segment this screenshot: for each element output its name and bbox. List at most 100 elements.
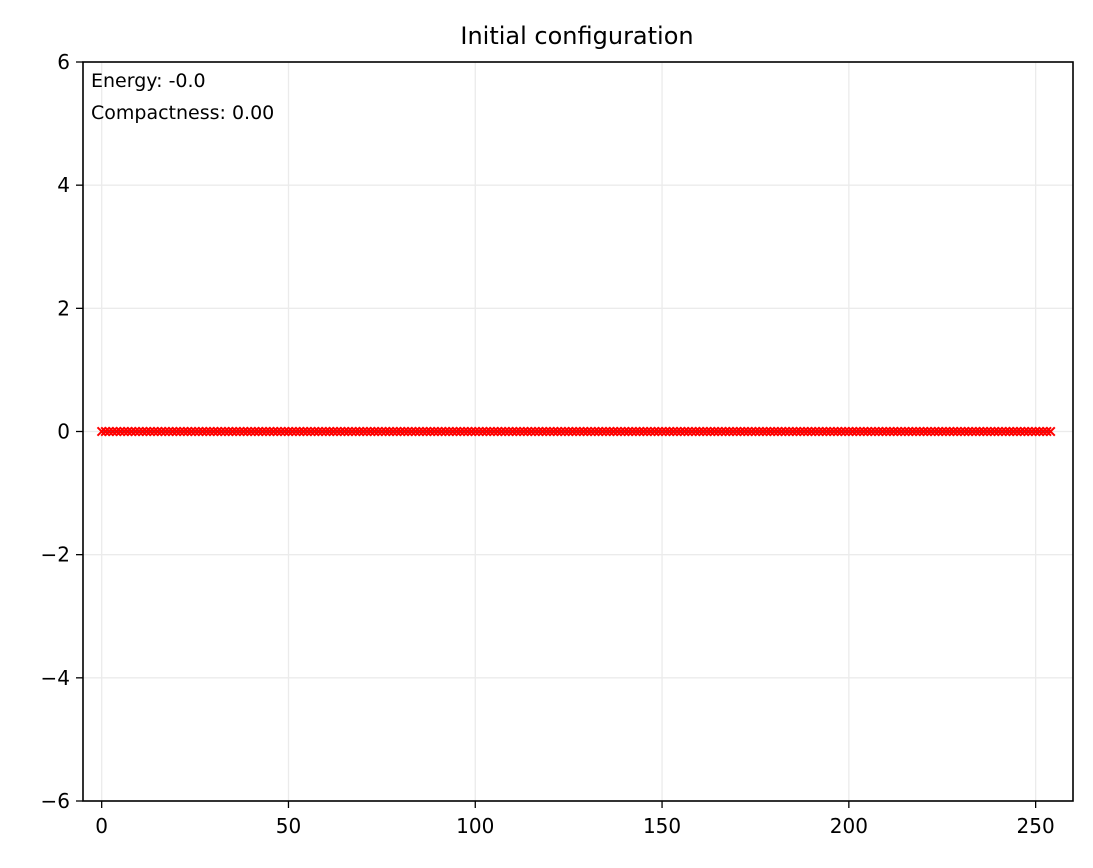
compactness-annotation: Compactness: 0.00 — [91, 102, 274, 124]
data-point-marker — [149, 426, 159, 437]
data-point-marker — [608, 426, 619, 437]
data-point-marker — [403, 426, 413, 437]
data-point-marker — [249, 426, 260, 437]
data-point-marker — [944, 426, 955, 437]
data-point-marker — [918, 426, 929, 437]
data-point-marker — [698, 426, 709, 437]
data-point-marker — [350, 426, 361, 437]
data-point-marker — [429, 426, 440, 437]
data-point-marker — [1008, 426, 1019, 437]
data-point-marker — [451, 426, 462, 437]
data-point-marker — [264, 426, 275, 437]
data-point-marker — [941, 426, 951, 437]
data-point-marker — [507, 426, 518, 437]
data-point-marker — [332, 426, 342, 437]
data-point-marker — [802, 426, 813, 437]
data-point-marker — [851, 426, 862, 437]
data-point-marker — [294, 426, 305, 437]
y-tick-label: −4 — [41, 666, 70, 690]
data-point-marker — [193, 426, 204, 437]
data-point-marker — [623, 426, 634, 437]
data-point-marker — [567, 426, 578, 437]
data-point-marker — [937, 426, 948, 437]
data-point-marker — [683, 426, 694, 437]
data-point-marker — [787, 426, 798, 437]
data-point-marker — [653, 426, 664, 437]
data-point-marker — [324, 426, 335, 437]
data-point-marker — [533, 426, 544, 437]
data-point-marker — [313, 426, 324, 437]
data-point-marker — [847, 426, 858, 437]
data-point-marker — [956, 426, 966, 437]
data-point-marker — [1019, 426, 1030, 437]
data-point-marker — [1015, 426, 1026, 437]
data-point-marker — [892, 426, 903, 437]
data-point-marker — [993, 426, 1004, 437]
data-point-marker — [160, 426, 171, 437]
data-point-marker — [406, 426, 417, 437]
data-point-marker — [1034, 426, 1045, 437]
data-point-marker — [253, 426, 264, 437]
data-point-marker — [421, 426, 432, 437]
data-point-marker — [862, 426, 873, 437]
data-point-marker — [687, 426, 697, 437]
y-tick-label: 2 — [57, 296, 70, 320]
y-tick-label: 0 — [57, 420, 70, 444]
data-point-marker — [959, 426, 970, 437]
data-point-marker — [410, 426, 421, 437]
data-point-marker — [672, 426, 682, 437]
data-point-marker — [272, 426, 283, 437]
data-point-marker — [985, 426, 996, 437]
data-point-marker — [279, 426, 290, 437]
data-point-marker — [858, 426, 869, 437]
data-point-marker — [205, 426, 215, 437]
data-point-marker — [724, 426, 735, 437]
data-point-marker — [888, 426, 899, 437]
data-point-marker — [455, 426, 466, 437]
data-point-marker — [799, 426, 809, 437]
data-point-marker — [1030, 426, 1041, 437]
data-point-marker — [877, 426, 888, 437]
data-point-marker — [720, 426, 731, 437]
data-point-marker — [317, 426, 328, 437]
data-point-marker — [896, 426, 907, 437]
x-tick-label: 150 — [643, 814, 681, 838]
data-point-marker — [268, 426, 279, 437]
data-point-marker — [182, 426, 193, 437]
data-point-marker — [560, 426, 570, 437]
x-tick-label: 100 — [456, 814, 494, 838]
data-point-marker — [963, 426, 974, 437]
data-point-marker — [545, 426, 555, 437]
data-point-marker — [175, 426, 186, 437]
data-point-marker — [765, 426, 776, 437]
data-point-marker — [518, 426, 529, 437]
data-point-marker — [257, 426, 268, 437]
data-point-marker — [489, 426, 499, 437]
x-tick-label: 50 — [276, 814, 301, 838]
data-point-marker — [929, 426, 940, 437]
data-point-marker — [1041, 426, 1052, 437]
data-point-marker — [425, 426, 436, 437]
energy-annotation: Energy: -0.0 — [91, 70, 206, 92]
data-point-marker — [933, 426, 944, 437]
data-point-marker — [190, 426, 200, 437]
data-point-marker — [231, 426, 242, 437]
data-point-marker — [470, 426, 481, 437]
data-point-marker — [414, 426, 425, 437]
data-point-marker — [604, 426, 615, 437]
data-point-marker — [145, 426, 156, 437]
data-point-marker — [866, 426, 877, 437]
data-point-marker — [283, 426, 294, 437]
data-point-marker — [974, 426, 985, 437]
data-point-marker — [227, 426, 238, 437]
x-tick-label: 0 — [95, 814, 108, 838]
y-tick-label: 6 — [57, 50, 70, 74]
data-point-marker — [828, 426, 839, 437]
data-point-marker — [242, 426, 253, 437]
data-point-marker — [840, 426, 851, 437]
data-point-marker — [302, 426, 313, 437]
data-point-marker — [1000, 426, 1011, 437]
data-point-marker — [552, 426, 563, 437]
data-point-marker — [134, 426, 144, 437]
data-point-marker — [616, 426, 626, 437]
